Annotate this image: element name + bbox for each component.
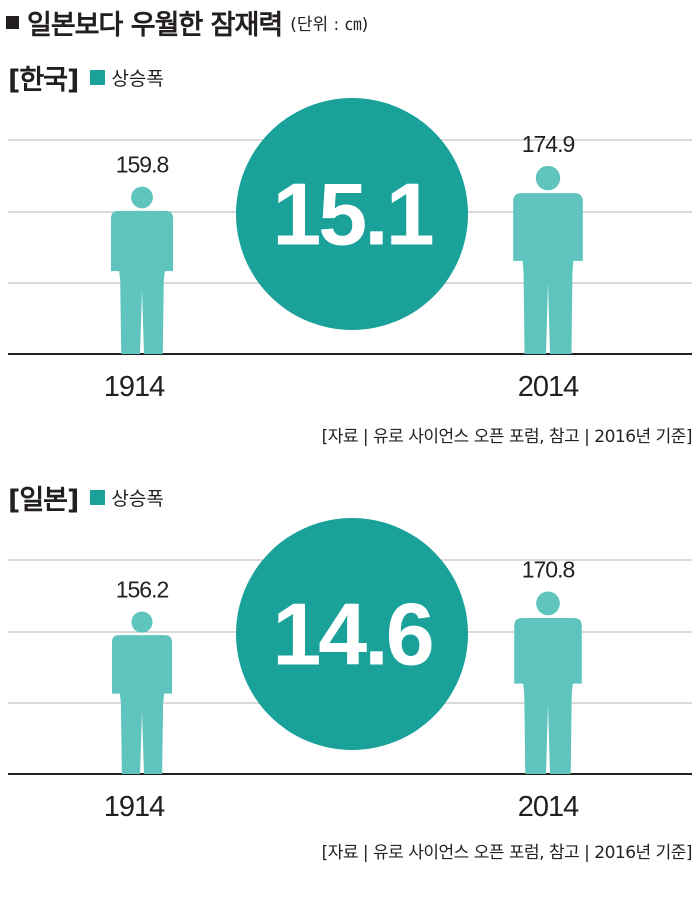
- unit-label: (단위 : ㎝): [290, 14, 369, 35]
- bar: [514, 591, 582, 774]
- figure-body: [111, 635, 173, 774]
- chart-title: 일본보다 우월한 잠재력 (단위 : ㎝): [6, 2, 368, 42]
- title-square-icon: [6, 15, 19, 29]
- figure-head: [536, 591, 560, 616]
- country-label: [한국]: [8, 65, 79, 96]
- legend-square-icon: [90, 70, 106, 85]
- panel-japan: [일본] 상승폭 14.6 156.2 1914 170.8 2014 [자료 | 유로…: [0, 470, 700, 900]
- figure-body: [514, 617, 582, 774]
- increase-circle: [236, 98, 468, 330]
- panel-label: [한국] 상승폭: [8, 58, 164, 97]
- data-label: 170.8: [522, 556, 575, 582]
- increase-circle: [236, 518, 468, 750]
- x-tick-label: 1914: [104, 791, 165, 823]
- country-label: [일본]: [8, 485, 79, 516]
- x-tick-label: 2014: [518, 371, 579, 403]
- figure-head: [535, 165, 561, 191]
- bar: [111, 611, 173, 774]
- data-label: 159.8: [116, 152, 169, 178]
- legend-square-icon: [90, 490, 106, 505]
- data-label: 156.2: [116, 577, 169, 603]
- source-note: [자료 | 유로 사이언스 오픈 포럼, 참고 | 2016년 기준]: [321, 427, 693, 447]
- panel-label: [일본] 상승폭: [8, 478, 164, 517]
- legend-label: 상승폭: [111, 488, 164, 510]
- korea-chart: 15.1 159.8 1914 174.9 2014: [8, 98, 692, 403]
- figure-body: [111, 210, 173, 354]
- x-tick-label: 2014: [518, 791, 579, 823]
- increase-value: 15.1: [272, 165, 432, 264]
- title-text: 일본보다 우월한 잠재력: [27, 9, 283, 41]
- increase-value: 14.6: [272, 585, 431, 684]
- legend-label: 상승폭: [111, 68, 164, 90]
- figure-head: [131, 611, 153, 633]
- x-tick-label: 1914: [104, 371, 165, 403]
- data-label: 174.9: [522, 131, 575, 157]
- source-note: [자료 | 유로 사이언스 오픈 포럼, 참고 | 2016년 기준]: [321, 843, 693, 863]
- japan-chart: 14.6 156.2 1914 170.8 2014: [8, 518, 692, 823]
- bar: [111, 186, 173, 354]
- bar: [513, 165, 583, 354]
- figure-body: [513, 193, 583, 354]
- panel-korea: [한국] 상승폭 15.1 159.8 1914 174.9 2014 [자료 | 유로…: [0, 50, 700, 480]
- figure-head: [131, 186, 153, 209]
